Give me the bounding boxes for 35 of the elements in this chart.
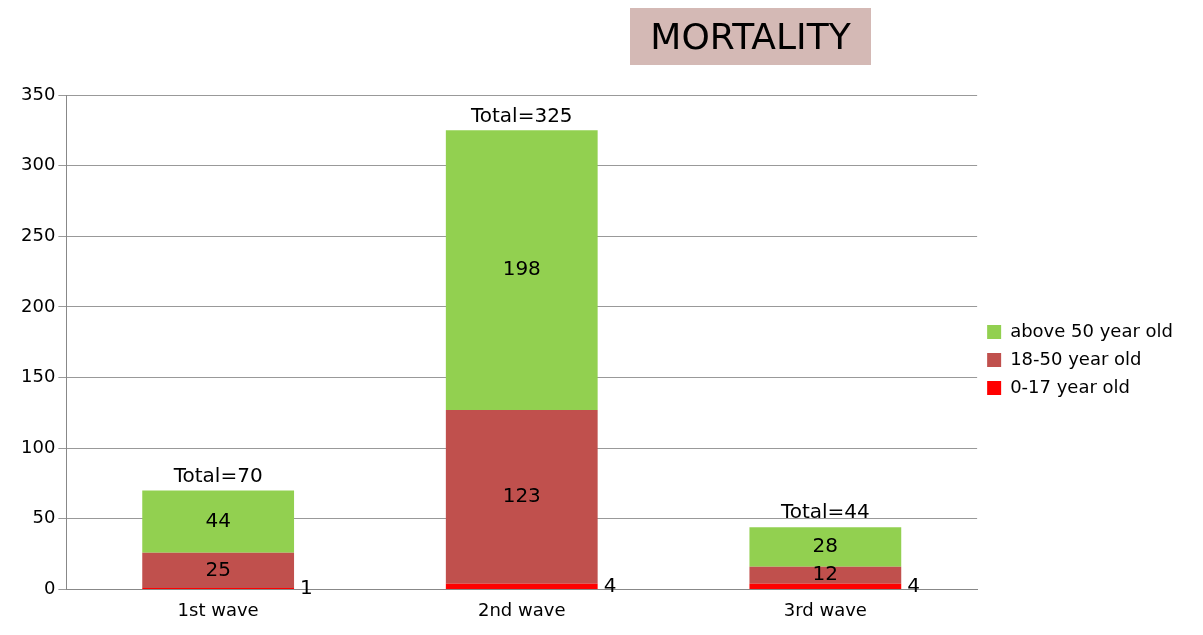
legend-label: 18-50 year old	[1010, 347, 1142, 369]
bar	[445, 410, 598, 584]
data-label: 28	[812, 533, 839, 558]
bar	[142, 490, 295, 553]
total-label: Total=44	[779, 499, 870, 524]
y-tick-label: 50	[32, 506, 56, 528]
legend-label: above 50 year old	[1010, 319, 1174, 341]
x-tick-label: 3rd wave	[783, 598, 867, 620]
data-label: 4	[603, 572, 617, 597]
bar	[749, 566, 902, 584]
y-tick-label: 200	[21, 294, 56, 316]
data-label: 4	[907, 572, 920, 597]
y-tick-label: 100	[21, 435, 56, 457]
x-tick-label: 1st wave	[177, 598, 259, 620]
bar	[142, 552, 295, 588]
total-label: Total=70	[172, 462, 263, 487]
data-label: 123	[502, 483, 541, 508]
y-tick-label: 150	[21, 365, 56, 387]
data-label: 198	[502, 256, 541, 281]
chart-title: MORTALITY	[630, 8, 871, 65]
bar	[749, 527, 902, 567]
x-tick-label: 2nd wave	[478, 598, 566, 620]
bar	[445, 130, 598, 410]
data-label: 44	[205, 507, 231, 532]
data-label: 12	[812, 561, 839, 586]
total-label: Total=325	[469, 102, 573, 127]
bar	[749, 583, 902, 589]
legend-label: 0-17 year old	[1010, 375, 1131, 397]
data-label: 25	[205, 556, 231, 581]
bar	[445, 583, 598, 589]
y-tick-label: 300	[21, 153, 56, 175]
y-tick-label: 250	[21, 223, 56, 245]
y-tick-label: 350	[21, 82, 56, 104]
data-label: 1	[300, 574, 313, 599]
y-tick-label: 0	[43, 577, 56, 599]
